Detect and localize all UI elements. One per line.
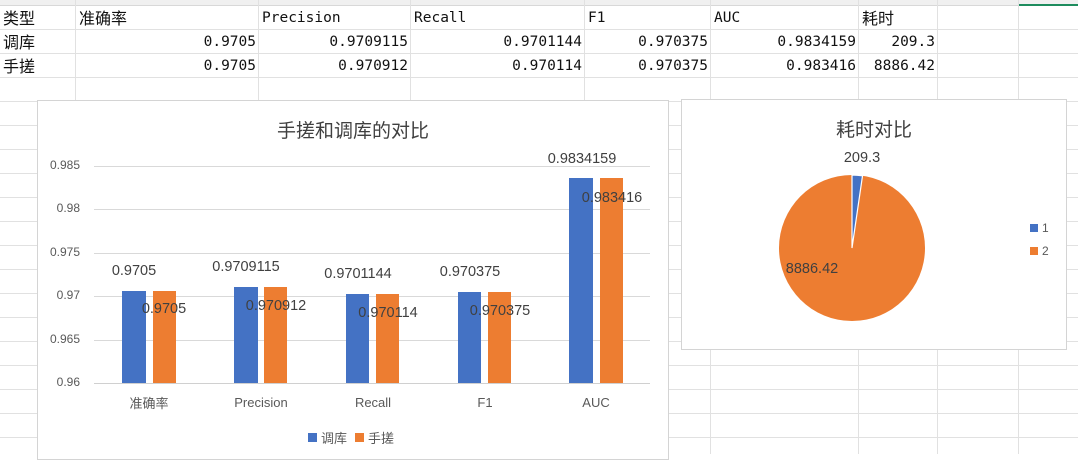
header-cell-type[interactable]: 类型: [3, 9, 36, 28]
bar-手搓-precision[interactable]: [264, 287, 287, 383]
pie-data-label: 8886.42: [785, 261, 839, 277]
x-label: Recall: [354, 395, 392, 410]
data-label: 0.9709115: [212, 259, 280, 275]
row-divider: [0, 29, 1078, 30]
pie-legend-item-2: 2: [1030, 244, 1049, 258]
cell-precision[interactable]: 0.970912: [338, 58, 408, 74]
legend-swatch-icon: [308, 433, 317, 442]
y-tick: 0.965: [49, 332, 80, 346]
pie-legend-item-1: 1: [1030, 221, 1049, 235]
gridline: [94, 340, 650, 341]
pie-data-label: 209.3: [843, 150, 881, 166]
cell-type[interactable]: 手搓: [3, 57, 36, 76]
legend-label: 2: [1042, 244, 1049, 258]
bar-chart-title: 手搓和调库的对比: [276, 120, 429, 142]
bar-调库-准确率[interactable]: [122, 291, 146, 383]
pie-chart-title: 耗时对比: [835, 119, 912, 141]
cell-auc[interactable]: 0.9834159: [777, 34, 856, 50]
pie-chart[interactable]: 耗时对比 209.3 8886.42 1 2: [681, 99, 1067, 350]
cell-f1[interactable]: 0.970375: [638, 58, 708, 74]
bar-调库-auc[interactable]: [569, 178, 593, 383]
selected-column-indicator: [1019, 4, 1078, 6]
data-label: 0.9705: [141, 301, 187, 317]
data-label: 0.9701144: [324, 266, 392, 282]
row-divider: [0, 77, 1078, 78]
gridline: [94, 209, 650, 210]
y-tick: 0.98: [56, 201, 80, 215]
header-cell-auc[interactable]: AUC: [714, 10, 741, 26]
bar-手搓-recall[interactable]: [376, 294, 399, 383]
header-cell-recall[interactable]: Recall: [414, 10, 467, 26]
x-label: 准确率: [129, 397, 169, 412]
cell-accuracy[interactable]: 0.9705: [203, 58, 256, 74]
data-label: 0.983416: [581, 190, 643, 206]
x-label: AUC: [582, 395, 610, 410]
header-cell-precision[interactable]: Precision: [262, 10, 341, 26]
bar-手搓-f1[interactable]: [488, 292, 511, 383]
legend-swatch-icon: [1030, 224, 1038, 232]
pie-slice-1[interactable]: [851, 174, 864, 249]
header-cell-time[interactable]: 耗时: [862, 9, 895, 28]
bar-调库-precision[interactable]: [234, 287, 258, 383]
data-label: 0.970114: [358, 305, 418, 321]
header-cell-f1[interactable]: F1: [588, 10, 606, 26]
cell-accuracy[interactable]: 0.9705: [203, 34, 256, 50]
cell-recall[interactable]: 0.9701144: [503, 34, 582, 50]
bar-调库-f1[interactable]: [458, 292, 481, 383]
cell-f1[interactable]: 0.970375: [638, 34, 708, 50]
legend-swatch-icon: [1030, 247, 1038, 255]
header-cell-accuracy[interactable]: 准确率: [79, 9, 128, 28]
y-tick: 0.97: [56, 288, 80, 302]
pie-graphic[interactable]: [778, 174, 926, 322]
y-tick: 0.975: [49, 245, 80, 259]
cell-auc[interactable]: 0.983416: [786, 58, 856, 74]
data-label: 0.9834159: [547, 151, 617, 167]
gridline: [94, 296, 650, 297]
bar-chart-legend: 调库 手搓: [308, 428, 394, 447]
cell-recall[interactable]: 0.970114: [512, 58, 582, 74]
gridline: [94, 253, 650, 254]
legend-label: 手搓: [368, 432, 395, 447]
cell-time[interactable]: 209.3: [891, 34, 935, 50]
row-divider: [0, 53, 1078, 54]
cell-type[interactable]: 调库: [3, 33, 36, 52]
cell-time[interactable]: 8886.42: [873, 58, 935, 74]
cell-precision[interactable]: 0.9709115: [329, 34, 408, 50]
legend-label: 调库: [321, 432, 348, 447]
x-axis-line: [94, 383, 650, 384]
bar-手搓-auc[interactable]: [600, 178, 623, 383]
data-label: 0.970912: [245, 298, 307, 314]
bar-调库-recall[interactable]: [346, 294, 369, 383]
x-label: F1: [477, 395, 493, 410]
bar-chart[interactable]: 手搓和调库的对比 0.985 0.98 0.975 0.97 0.965 0.9…: [37, 100, 669, 460]
data-label: 0.970375: [439, 264, 501, 280]
data-label: 0.9705: [111, 263, 157, 279]
data-label: 0.970375: [469, 303, 531, 319]
y-tick: 0.96: [56, 375, 80, 389]
bar-手搓-准确率[interactable]: [153, 291, 176, 383]
column-header-strip: [0, 0, 1078, 6]
legend-label: 1: [1042, 221, 1049, 235]
gridline: [94, 166, 650, 167]
x-label: Precision: [234, 395, 288, 410]
legend-swatch-icon: [355, 433, 365, 442]
y-tick: 0.985: [49, 158, 80, 172]
